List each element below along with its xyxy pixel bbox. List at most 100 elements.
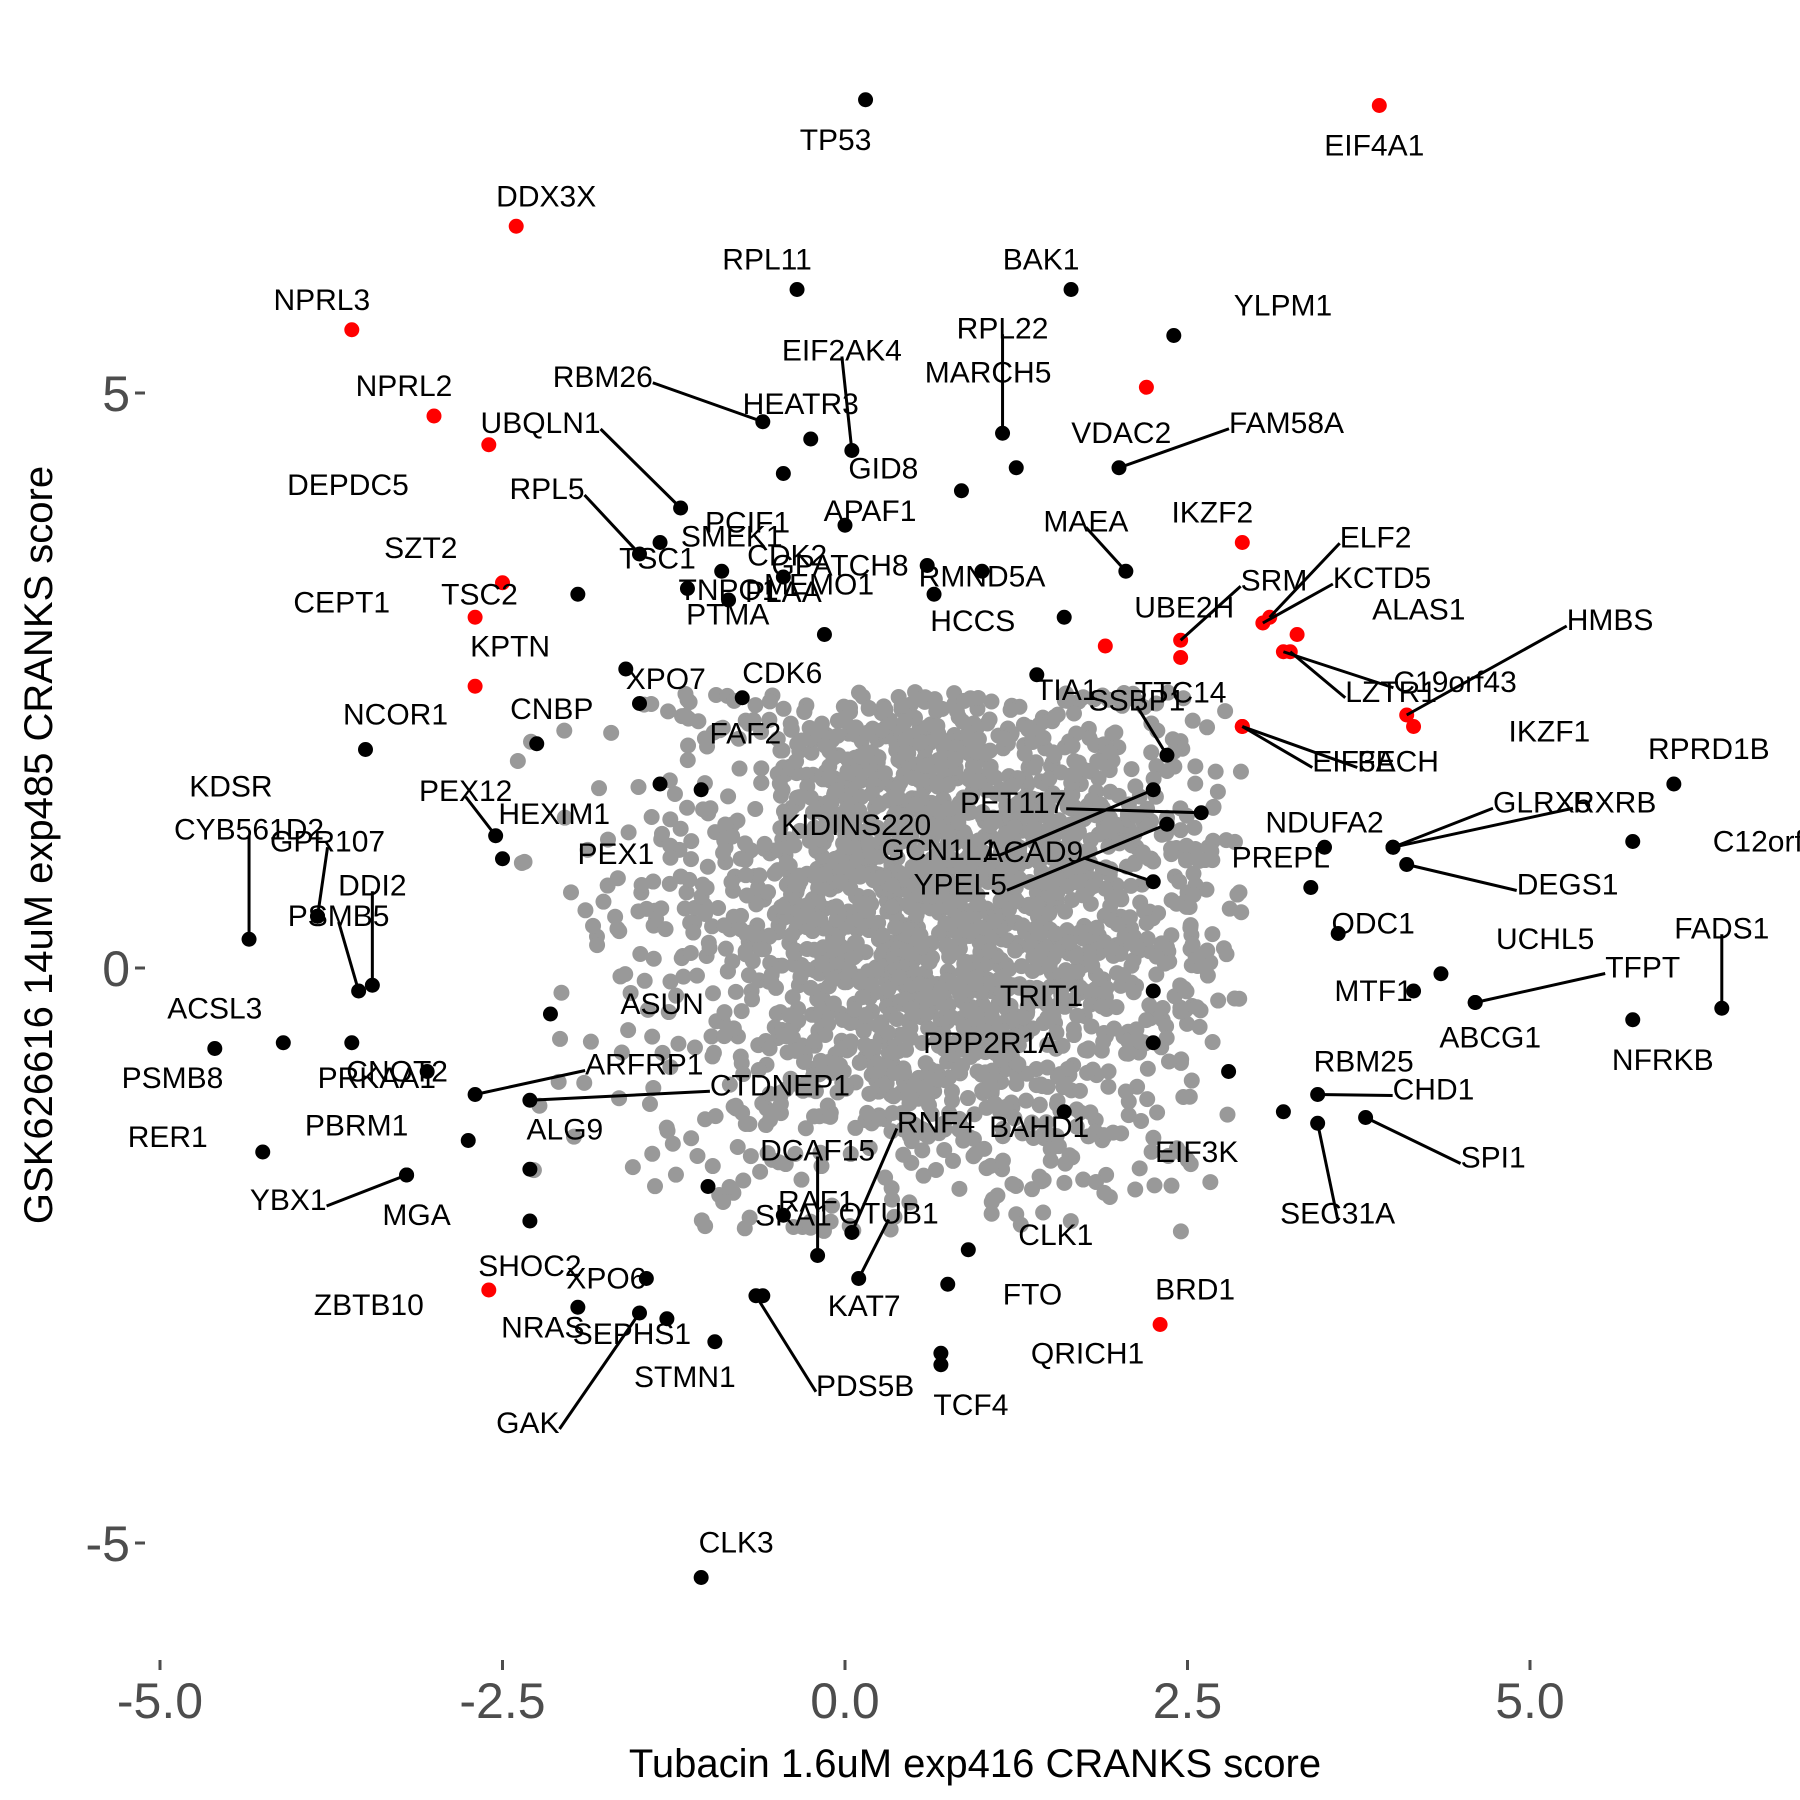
gene-label: GLRX5 xyxy=(1493,786,1591,819)
background-point xyxy=(926,855,943,872)
background-point xyxy=(678,884,695,901)
background-point xyxy=(737,867,754,884)
background-point xyxy=(874,927,891,944)
background-point xyxy=(624,1159,641,1176)
background-point xyxy=(1042,1140,1059,1157)
background-point xyxy=(715,1193,732,1210)
background-point xyxy=(916,1122,933,1139)
background-point xyxy=(956,692,973,709)
background-point xyxy=(951,1180,968,1197)
leader-line xyxy=(1084,526,1127,573)
background-point xyxy=(1004,1175,1021,1192)
background-point xyxy=(1081,943,1098,960)
background-point xyxy=(787,1042,804,1059)
background-point xyxy=(791,789,808,806)
background-point xyxy=(1120,1093,1137,1110)
background-point xyxy=(1110,787,1127,804)
gene-point xyxy=(974,563,990,579)
background-point xyxy=(576,1074,593,1091)
background-point xyxy=(982,817,999,834)
background-point xyxy=(901,1194,918,1211)
background-point xyxy=(1057,903,1074,920)
gene-point xyxy=(275,1035,291,1051)
background-point xyxy=(1112,888,1129,905)
background-point xyxy=(1097,880,1114,897)
background-point xyxy=(1139,1060,1156,1077)
gene-point xyxy=(693,782,709,798)
background-point xyxy=(1184,936,1201,953)
background-point xyxy=(846,1001,863,1018)
background-point xyxy=(747,800,764,817)
background-points xyxy=(509,684,1250,1240)
background-point xyxy=(1083,1018,1100,1035)
background-point xyxy=(1233,904,1250,921)
gene-label: LZTR1 xyxy=(1345,676,1437,709)
background-point xyxy=(846,947,863,964)
leader-line xyxy=(1262,582,1334,625)
gene-point xyxy=(1145,1035,1161,1051)
background-point xyxy=(985,768,1002,785)
background-point xyxy=(1072,979,1089,996)
background-point xyxy=(1082,1104,1099,1121)
leader-line xyxy=(1392,806,1574,849)
background-point xyxy=(1178,807,1195,824)
background-point xyxy=(1125,952,1142,969)
background-point xyxy=(1039,1078,1056,1095)
background-point xyxy=(1116,684,1133,701)
background-point xyxy=(1068,1118,1085,1135)
background-point xyxy=(1139,930,1156,947)
background-point xyxy=(762,954,779,971)
background-point xyxy=(1107,817,1124,834)
background-point xyxy=(1029,846,1046,863)
background-point xyxy=(682,945,699,962)
gene-label: FAM58A xyxy=(1229,407,1344,440)
gene-label: PRKAA1 xyxy=(318,1062,436,1095)
gene-point xyxy=(837,517,853,533)
background-point xyxy=(1120,1107,1137,1124)
background-point xyxy=(609,870,626,887)
background-point xyxy=(1108,999,1125,1016)
background-point xyxy=(672,868,689,885)
gene-label: ALAS1 xyxy=(1372,594,1465,627)
background-point xyxy=(735,1172,752,1189)
background-point xyxy=(905,858,922,875)
background-point xyxy=(760,884,777,901)
gene-label: PEX1 xyxy=(578,838,655,871)
background-point xyxy=(662,849,679,866)
background-point xyxy=(1106,1020,1123,1037)
background-point xyxy=(919,757,936,774)
background-point xyxy=(944,1152,961,1169)
background-point xyxy=(1138,1012,1155,1029)
gene-point xyxy=(1625,834,1641,849)
background-point xyxy=(617,966,634,983)
background-point xyxy=(1146,1177,1163,1194)
gene-point xyxy=(1317,839,1332,855)
gene-point xyxy=(570,586,586,602)
y-axis-title: GSK626616 14uM exp485 CRANKS score xyxy=(17,466,61,1224)
background-point xyxy=(753,760,770,777)
background-point xyxy=(1031,992,1048,1009)
leader-line xyxy=(1082,856,1154,884)
background-point xyxy=(737,946,754,963)
background-point xyxy=(1181,898,1198,915)
background-point xyxy=(959,1090,976,1107)
gene-point xyxy=(207,1041,223,1056)
gene-label: DEGS1 xyxy=(1517,869,1619,902)
background-point xyxy=(1102,897,1119,914)
gene-label: SPI1 xyxy=(1461,1142,1526,1175)
gene-label: RPRD1B xyxy=(1648,733,1770,766)
background-point xyxy=(903,1133,920,1150)
gene-point xyxy=(933,1345,949,1361)
background-point xyxy=(1046,708,1063,725)
background-point xyxy=(686,1039,703,1056)
background-point xyxy=(958,922,975,939)
background-point xyxy=(954,885,971,902)
background-point xyxy=(1087,1174,1104,1191)
background-point xyxy=(1207,763,1224,780)
background-point xyxy=(930,1026,947,1043)
background-point xyxy=(662,811,679,828)
gene-label: RXRB xyxy=(1573,786,1656,819)
background-point xyxy=(679,752,696,769)
background-point xyxy=(1199,719,1216,736)
background-point xyxy=(929,1071,946,1088)
